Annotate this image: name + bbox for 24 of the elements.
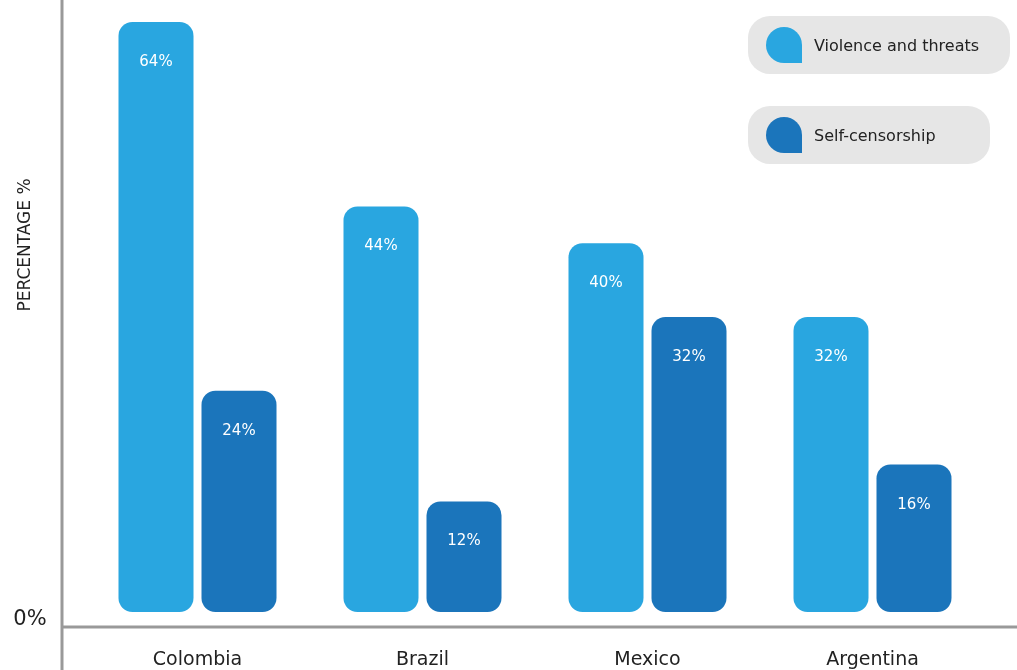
bar xyxy=(651,317,727,612)
data-label: 32% xyxy=(672,347,706,365)
bar xyxy=(568,243,644,612)
data-label: 40% xyxy=(589,273,623,292)
bar xyxy=(118,22,194,612)
text: 0% xyxy=(13,606,47,630)
data-label: 44% xyxy=(364,236,398,255)
x-tick-label: Brazil xyxy=(395,647,450,669)
bar xyxy=(876,464,952,612)
x-tick-label: Argentina xyxy=(826,647,919,669)
data-label: 32% xyxy=(814,347,848,365)
legend-label: Self-censorship xyxy=(814,126,936,145)
x-tick-label: Mexico xyxy=(614,647,681,669)
data-label: 12% xyxy=(447,531,481,550)
y-axis-title: PERCENTAGE % xyxy=(14,178,34,312)
data-label: 24% xyxy=(222,420,256,439)
data-label: 16% xyxy=(897,494,931,513)
bar xyxy=(201,390,277,612)
x-tick-label: Colombia xyxy=(152,647,243,669)
legend-label: Violence and threats xyxy=(814,36,980,55)
bar xyxy=(426,501,502,612)
bar xyxy=(793,317,869,612)
bar xyxy=(343,206,419,612)
data-label: 64% xyxy=(139,52,173,70)
